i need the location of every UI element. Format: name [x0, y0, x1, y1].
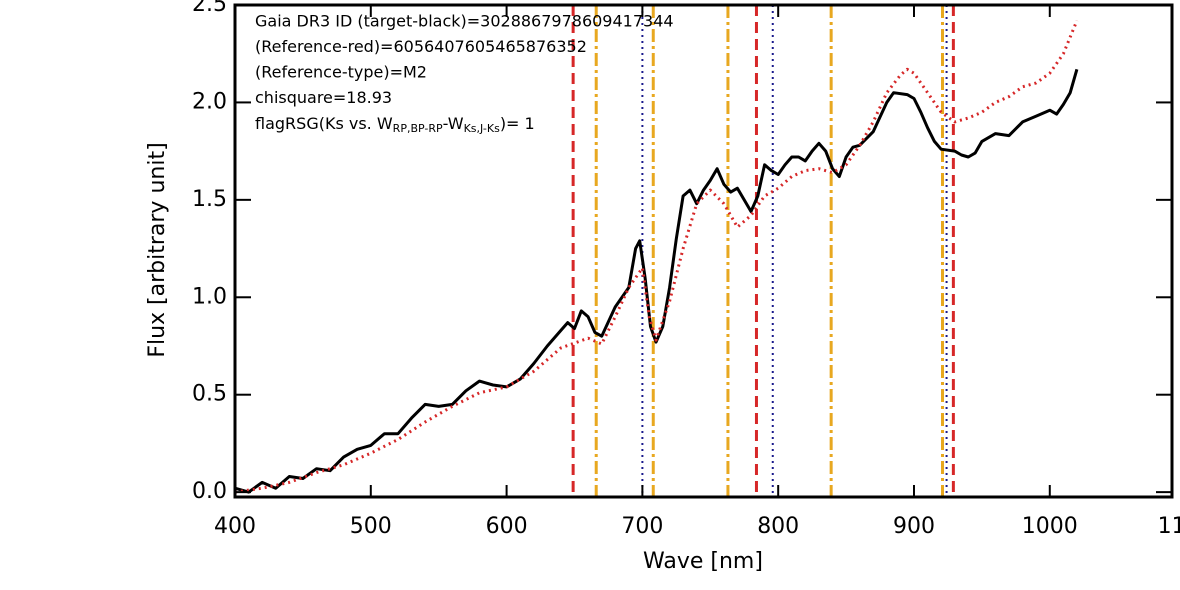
subscript: RP,BP-RP [393, 122, 443, 135]
annotation: (Reference-type)=M2 [255, 63, 427, 82]
y-tick-label: 2.0 [192, 89, 227, 114]
x-tick-label: 400 [214, 514, 256, 539]
annotation: flagRSG(Ks vs. WRP,BP-RP-WKs,J-Ks)= 1 [255, 114, 535, 136]
annotation-part: )= 1 [500, 114, 535, 133]
x-tick-label: 700 [621, 514, 663, 539]
annotation: Gaia DR3 ID (target-black)=3028867978609… [255, 12, 674, 31]
spectrum-line [234, 20, 1079, 494]
y-tick-label: 2.5 [192, 0, 227, 17]
y-tick-label: 1.5 [192, 187, 227, 212]
y-tick-label: 0.0 [192, 479, 227, 504]
x-tick-label: 900 [893, 514, 935, 539]
plot-frame [233, 3, 1174, 499]
y-tick-label: 0.5 [192, 382, 227, 407]
annotation: (Reference-red)=6056407605465876352 [255, 37, 587, 56]
spectrum-line [234, 68, 1079, 494]
y-axis-label: Flux [arbitrary unit] [145, 142, 170, 357]
x-tick-label: 800 [757, 514, 799, 539]
x-tick-label: 1000 [1022, 514, 1078, 539]
x-tick-label: 600 [486, 514, 528, 539]
x-tick-label: 1100 [1158, 514, 1180, 539]
x-axis-label: Wave [nm] [643, 549, 763, 574]
subscript: Ks,J-Ks [464, 122, 500, 135]
y-tick-label: 1.0 [192, 284, 227, 309]
annotation-part: -W [443, 114, 464, 133]
x-tick-label: 500 [350, 514, 392, 539]
annotation: chisquare=18.93 [255, 88, 392, 107]
annotation-part: flagRSG(Ks vs. W [255, 114, 393, 133]
